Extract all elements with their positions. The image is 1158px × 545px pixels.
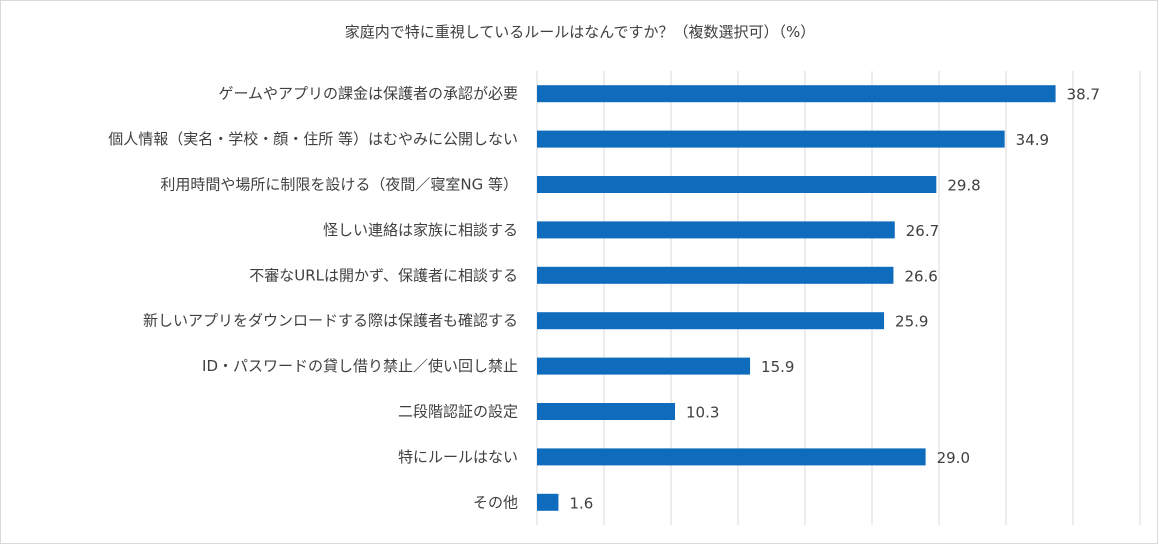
- category-label: 利用時間や場所に制限を設ける（夜間／寝室NG 等）: [160, 176, 518, 194]
- bar: [537, 312, 885, 330]
- category-label: 怪しい連絡は家族に相談する: [323, 221, 518, 239]
- category-label: 二段階認証の設定: [398, 403, 518, 421]
- value-label: 34.9: [1016, 131, 1049, 149]
- category-label: 個人情報（実名・学校・顔・住所 等）はむやみに公開しない: [108, 130, 518, 148]
- bar: [537, 221, 895, 239]
- value-label: 25.9: [895, 313, 928, 331]
- bar: [537, 85, 1056, 103]
- category-label: ID・パスワードの貸し借り禁止／使い回し禁止: [202, 357, 518, 375]
- category-label: 不審なURLは開かず、保護者に相談する: [249, 266, 518, 284]
- value-label: 10.3: [686, 404, 719, 422]
- bar: [537, 130, 1005, 148]
- value-label: 29.0: [937, 449, 970, 467]
- value-label: 29.8: [947, 177, 980, 195]
- value-label: 38.7: [1067, 86, 1100, 104]
- category-label: 新しいアプリをダウンロードする際は保護者も確認する: [143, 312, 518, 330]
- bar: [537, 403, 676, 420]
- chart-title: 家庭内で特に重視しているルールはなんですか？（複数選択可）（%）: [345, 23, 816, 41]
- bar: [537, 176, 937, 193]
- category-label: ゲームやアプリの課金は保護者の承認が必要: [218, 85, 518, 103]
- bar: [537, 357, 751, 375]
- value-label: 26.7: [906, 222, 939, 240]
- value-label: 1.6: [569, 494, 593, 512]
- bar: [537, 266, 894, 284]
- bar: [537, 448, 926, 466]
- category-label: その他: [473, 493, 518, 511]
- value-label: 15.9: [761, 358, 794, 376]
- bar: [537, 493, 559, 511]
- value-label: 26.6: [904, 267, 937, 285]
- category-label: 特にルールはない: [398, 448, 518, 466]
